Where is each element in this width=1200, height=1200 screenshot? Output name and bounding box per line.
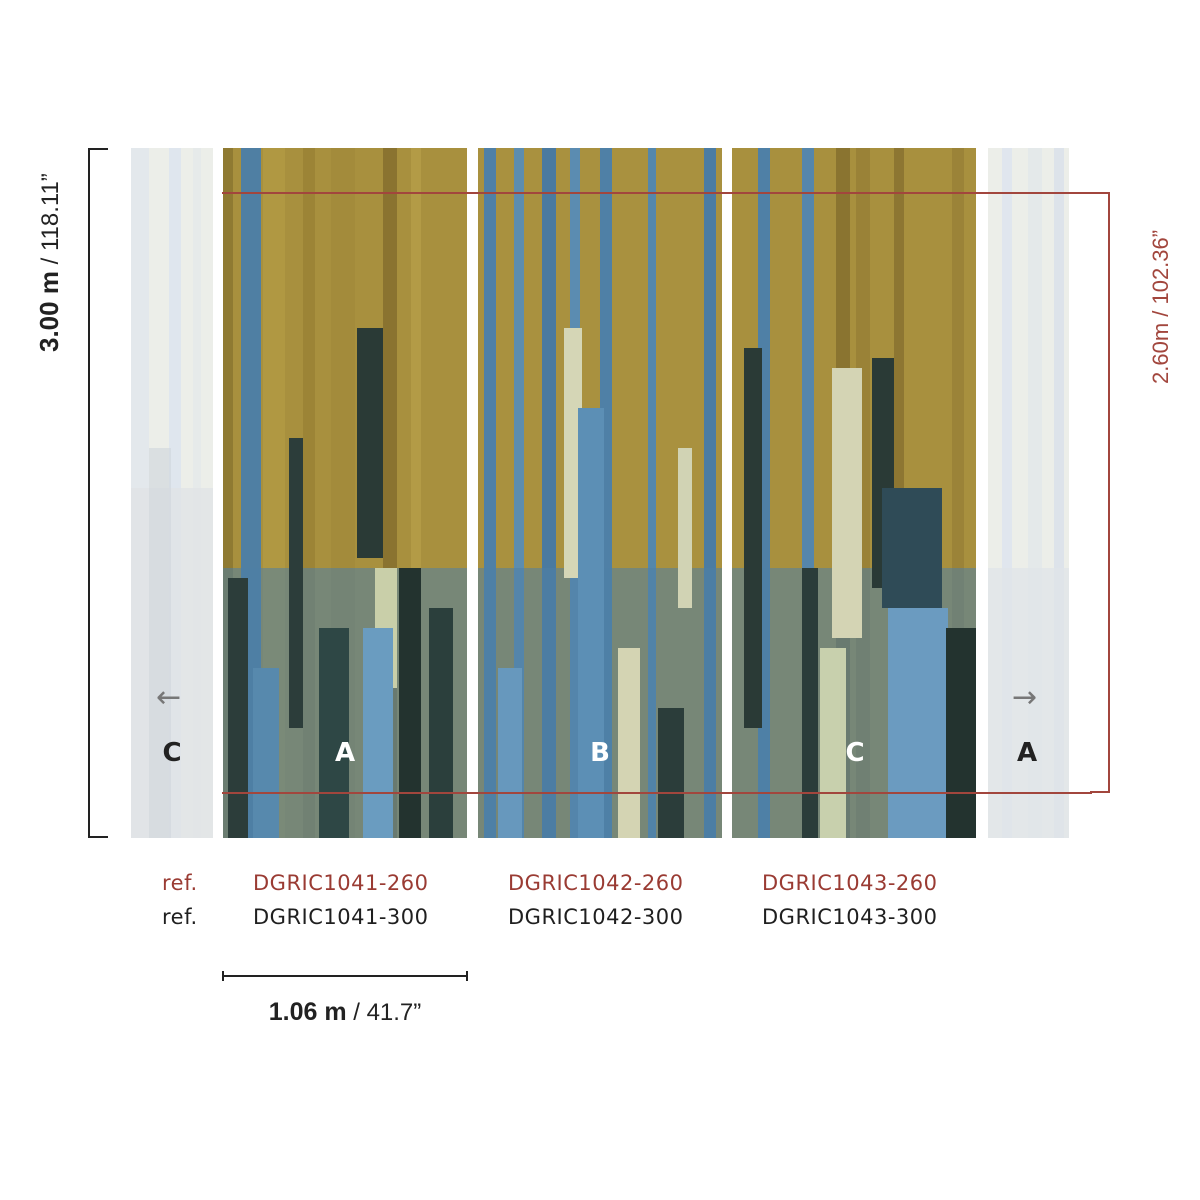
crop-line-top <box>222 192 1092 194</box>
panel-a <box>223 148 467 838</box>
ref-prefix-300: ref. <box>162 905 198 929</box>
repeat-panel-right <box>988 148 1069 838</box>
ref-code-b-260: DGRIC1042-260 <box>508 871 684 895</box>
ref-code-c-300: DGRIC1043-300 <box>762 905 938 929</box>
panel-c <box>732 148 976 838</box>
panel-letter-a: A <box>334 738 356 768</box>
width-dimension-label: 1.06 m / 41.7” <box>268 998 422 1026</box>
arrow-right-icon: → <box>1012 680 1038 715</box>
height-dimension-label: 3.00 m / 118.11” <box>34 173 64 352</box>
arrow-left-icon: ← <box>156 680 182 715</box>
crop-height-bracket <box>1090 192 1110 793</box>
repeat-letter-left: C <box>162 738 182 768</box>
ref-code-a-300: DGRIC1041-300 <box>253 905 429 929</box>
crop-line-bottom <box>222 792 1092 794</box>
ref-code-c-260: DGRIC1043-260 <box>762 871 938 895</box>
panel-letter-b: B <box>590 738 610 768</box>
ref-code-b-300: DGRIC1042-300 <box>508 905 684 929</box>
repeat-panel-left <box>131 148 213 838</box>
panel-letter-c: C <box>845 738 865 768</box>
repeat-letter-right: A <box>1016 738 1038 768</box>
ref-prefix-260: ref. <box>162 871 198 895</box>
height-dimension-bracket <box>88 148 108 838</box>
crop-height-label: 2.60m / 102.36” <box>1148 229 1173 384</box>
width-dimension-line <box>222 971 468 981</box>
panel-b <box>478 148 722 838</box>
ref-code-a-260: DGRIC1041-260 <box>253 871 429 895</box>
